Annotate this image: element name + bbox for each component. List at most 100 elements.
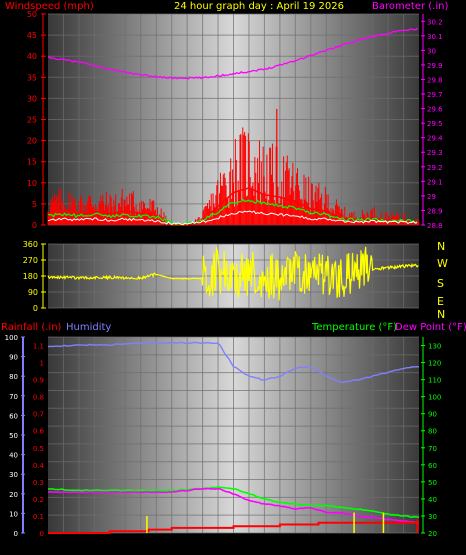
temperature-tick: 30 [428, 513, 437, 521]
rainfall-title: Rainfall (.in) [1, 322, 62, 333]
barometer-tick: 30.1 [427, 33, 443, 41]
direction-tick: 0 [33, 304, 38, 313]
temperature-tick: 40 [428, 496, 437, 504]
barometer-tick: 29.3 [427, 149, 443, 157]
temperature-tick: 100 [428, 394, 441, 402]
windspeed-tick: 40 [27, 52, 37, 61]
humidity-tick: 50 [9, 432, 18, 440]
barometer-tick: 29.7 [427, 91, 443, 99]
barometer-tick: 29 [427, 193, 436, 201]
x-tick-label: 20 [352, 539, 362, 548]
x-tick-label: 06 [136, 539, 146, 548]
humidity-line [47, 341, 420, 384]
x-tick-label: 04 [105, 231, 115, 240]
wind-direction-line [47, 246, 419, 301]
x-tick-label: 14 [259, 539, 269, 548]
rainfall-tick: 1.1 [33, 343, 44, 351]
direction-tick: 180 [23, 272, 38, 281]
compass-label: N [437, 308, 445, 321]
temperature-title: Temperature (°F) [311, 322, 397, 333]
barometer-tick: 28.8 [427, 222, 443, 230]
x-tick-label: 12 [228, 231, 238, 240]
compass-label: W [437, 257, 448, 270]
rainfall-tick: 0.9 [33, 377, 44, 385]
x-tick-label: 16 [290, 231, 300, 240]
humidity-tick: 0 [14, 530, 18, 538]
rainfall-tick: 0.4 [33, 462, 45, 470]
x-tick-label: 08 [167, 539, 177, 548]
compass-label: S [437, 277, 444, 290]
x-tick-label: 00 [414, 539, 424, 548]
x-tick-label: 06 [136, 231, 146, 240]
temperature-tick: 50 [428, 479, 437, 487]
rainfall-tick: 1 [40, 360, 44, 368]
barometer-tick: 29.8 [427, 76, 443, 84]
temperature-tick: 70 [428, 445, 437, 453]
barometer-tick: 29.2 [427, 164, 443, 172]
wind-gust-line [47, 210, 418, 225]
barometer-tick: 29.9 [427, 62, 443, 70]
humidity-tick: 90 [9, 354, 18, 362]
barometer-tick: 29.4 [427, 135, 443, 143]
x-tick-label: 22 [383, 539, 393, 548]
temperature-tick: 110 [428, 377, 441, 385]
windspeed-tick: 5 [32, 200, 37, 209]
rainfall-tick: 0.1 [33, 513, 44, 521]
x-tick-label: 02 [74, 231, 84, 240]
x-tick-label: 18 [321, 539, 331, 548]
rainfall-tick: 0.2 [33, 496, 44, 504]
windspeed-title: Windspeed (mph) [5, 1, 94, 12]
x-tick-label: 04 [105, 539, 115, 548]
dewpoint-line [47, 487, 420, 524]
temperature-tick: 90 [428, 411, 437, 419]
rainfall-tick: 0.8 [33, 394, 44, 402]
rainfall-tick: 0 [40, 530, 44, 538]
direction-tick: 90 [28, 288, 38, 297]
humidity-tick: 70 [9, 393, 18, 401]
barometer-tick: 30.2 [427, 18, 443, 26]
x-tick-label: 10 [197, 231, 207, 240]
rainfall-tick: 0.7 [33, 411, 44, 419]
compass-label: E [437, 295, 444, 308]
temperature-tick: 60 [428, 462, 437, 470]
x-tick-label: 00 [414, 231, 424, 240]
windspeed-tick: 50 [27, 10, 37, 19]
windspeed-tick: 0 [32, 221, 37, 230]
windspeed-tick: 25 [27, 116, 37, 125]
temperature-line [48, 486, 420, 519]
x-tick-label: 10 [197, 539, 207, 548]
barometer-tick: 29.5 [427, 120, 443, 128]
humidity-tick: 60 [9, 412, 18, 420]
windspeed-tick: 35 [27, 73, 37, 82]
windspeed-tick: 10 [27, 179, 37, 188]
barometer-line [47, 27, 418, 80]
barometer-tick: 28.9 [427, 207, 443, 215]
temperature-tick: 120 [428, 360, 441, 368]
x-tick-label: 14 [259, 231, 269, 240]
x-tick-label: 22 [383, 231, 393, 240]
rainfall-tick: 0.3 [33, 479, 44, 487]
chart-title: 24 hour graph day : April 19 2026 [174, 1, 344, 12]
humidity-tick: 20 [9, 491, 18, 499]
windspeed-tick: 30 [27, 94, 37, 103]
windspeed-tick: 15 [27, 158, 37, 167]
rainfall-tick: 0.6 [33, 428, 45, 436]
windspeed-tick: 20 [27, 137, 37, 146]
compass-label: N [437, 240, 445, 253]
x-tick-label: 18 [321, 231, 331, 240]
barometer-tick: 30 [427, 47, 436, 55]
barometer-tick: 29.1 [427, 178, 443, 186]
humidity-tick: 40 [9, 452, 18, 460]
x-tick-label: 16 [290, 539, 300, 548]
humidity-tick: 30 [9, 471, 18, 479]
dewpoint-title: Dew Point (°F) [395, 322, 466, 333]
rainfall-tick: 0.5 [33, 445, 44, 453]
temperature-tick: 20 [428, 530, 437, 538]
x-tick-label: 12 [228, 539, 238, 548]
direction-tick: 360 [23, 240, 38, 249]
temperature-tick: 80 [428, 428, 437, 436]
humidity-tick: 10 [9, 510, 18, 518]
rainfall-line [48, 521, 419, 534]
x-tick-label: 20 [352, 231, 362, 240]
